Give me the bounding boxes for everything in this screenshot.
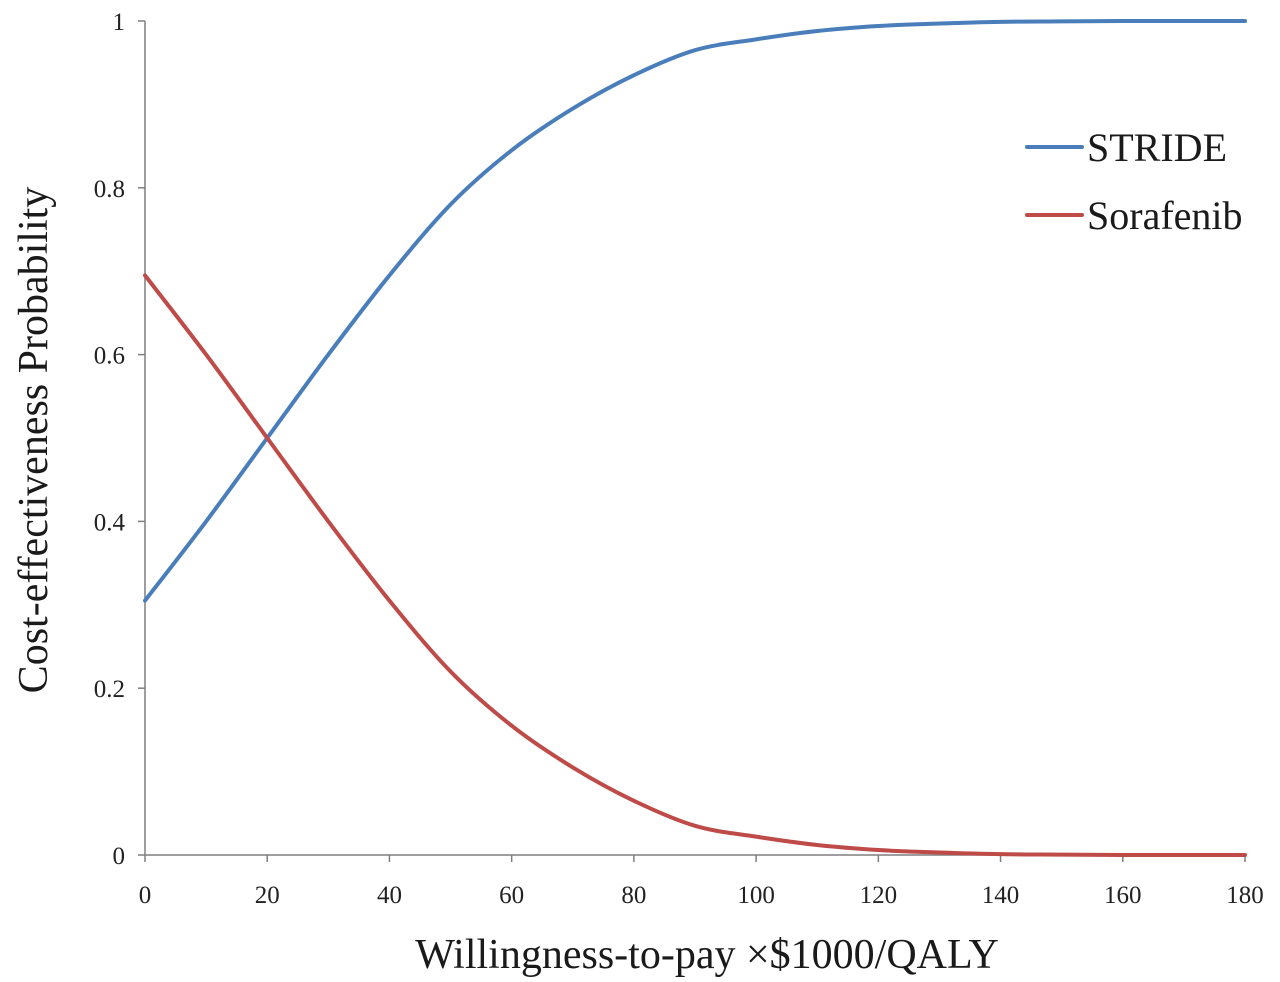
x-tick-label: 180: [1226, 882, 1264, 909]
y-tick-label: 0.6: [94, 343, 125, 370]
x-tick-label: 160: [1104, 882, 1142, 909]
y-tick-label: 0.8: [94, 176, 125, 203]
y-axis-title: Cost-effectiveness Probability: [11, 187, 57, 694]
x-axis-title: Willingness-to-pay ×$1000/QALY: [415, 932, 999, 978]
y-tick-label: 0.4: [94, 509, 126, 536]
series-line-sorafenib: [143, 273, 1247, 858]
x-tick-label: 140: [982, 882, 1020, 909]
legend: STRIDE Sorafenib: [1025, 125, 1243, 238]
legend-label-sorafenib: Sorafenib: [1087, 193, 1243, 238]
series-lines: [143, 18, 1247, 858]
y-tick-label: 0: [113, 843, 126, 870]
y-tick-label: 0.2: [94, 676, 125, 703]
x-tick-label: 40: [377, 882, 402, 909]
x-tick-label: 20: [255, 882, 280, 909]
series-line-stride: [143, 18, 1247, 603]
x-tick-label: 80: [621, 882, 646, 909]
legend-label-stride: STRIDE: [1087, 125, 1227, 170]
x-tick-label: 0: [139, 882, 152, 909]
y-tick-label: 1: [113, 9, 126, 36]
x-tick-label: 60: [499, 882, 524, 909]
axes: 0 0.2 0.4 0.6 0.8 1 0 20 40 60 80 100 120 140 160 180: [94, 9, 1264, 909]
x-tick-label: 100: [737, 882, 775, 909]
x-tick-label: 120: [860, 882, 898, 909]
